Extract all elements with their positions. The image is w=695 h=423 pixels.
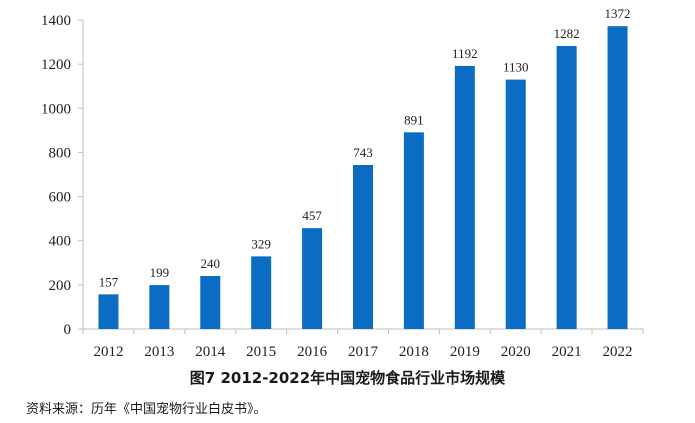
x-tick-label-2021: 2021	[552, 344, 582, 360]
data-labels: 157 199 240 329 457 743 891 1192 1130 1282 1372	[99, 6, 631, 289]
x-tick-label-2014: 2014	[195, 344, 226, 360]
bars	[98, 26, 628, 330]
x-tick-label-2015: 2015	[246, 344, 276, 360]
x-tick-label-2020: 2020	[501, 344, 531, 360]
y-tick-label: 800	[49, 145, 72, 161]
bar-2019	[454, 65, 475, 329]
x-tick-label-2012: 2012	[93, 344, 123, 360]
source-note: 资料来源：历年《中国宠物行业白皮书》。	[26, 402, 267, 417]
y-tick-label: 0	[64, 322, 72, 338]
x-tick-label-2016: 2016	[297, 344, 328, 360]
x-tick-label-2019: 2019	[450, 344, 480, 360]
x-axis: 2012 2013 2014 2015 2016 2017 2018 2019 2020 2021…	[82, 328, 644, 360]
data-label-2015: 329	[251, 236, 271, 251]
data-label-2017: 743	[353, 145, 373, 160]
data-label-2012: 157	[99, 274, 119, 289]
y-tick-label: 400	[49, 234, 72, 250]
y-tick-label: 200	[49, 278, 72, 294]
chart-title: 图7 2012-2022年中国宠物食品行业市场规模	[189, 369, 506, 387]
bar-2014	[200, 276, 221, 329]
y-tick-label: 1000	[41, 101, 71, 117]
data-label-2014: 240	[201, 256, 221, 271]
bar-2012	[98, 294, 119, 329]
bar-2020	[505, 79, 526, 329]
data-label-2021: 1282	[554, 26, 580, 41]
y-tick-label: 600	[49, 190, 72, 206]
data-label-2020: 1130	[503, 60, 529, 75]
bar-2015	[251, 256, 272, 329]
data-label-2013: 199	[150, 265, 170, 280]
data-label-2022: 1372	[605, 6, 631, 21]
x-tick-label-2017: 2017	[348, 344, 379, 360]
data-label-2019: 1192	[452, 46, 478, 61]
y-axis: 0 200 400 600 800 1000 1200 1400	[41, 13, 84, 338]
y-tick-label: 1200	[41, 57, 71, 73]
y-tick-label: 1400	[41, 13, 71, 29]
data-label-2016: 457	[302, 208, 322, 223]
bar-2022	[607, 26, 628, 330]
bar-2018	[403, 132, 424, 329]
x-tick-label-2022: 2022	[603, 344, 633, 360]
bar-2017	[353, 165, 373, 329]
bar-2013	[149, 285, 170, 329]
bar-2021	[556, 46, 577, 330]
data-label-2018: 891	[404, 112, 424, 127]
x-tick-label-2018: 2018	[399, 344, 429, 360]
x-tick-label-2013: 2013	[144, 344, 174, 360]
bar-2016	[302, 228, 323, 329]
